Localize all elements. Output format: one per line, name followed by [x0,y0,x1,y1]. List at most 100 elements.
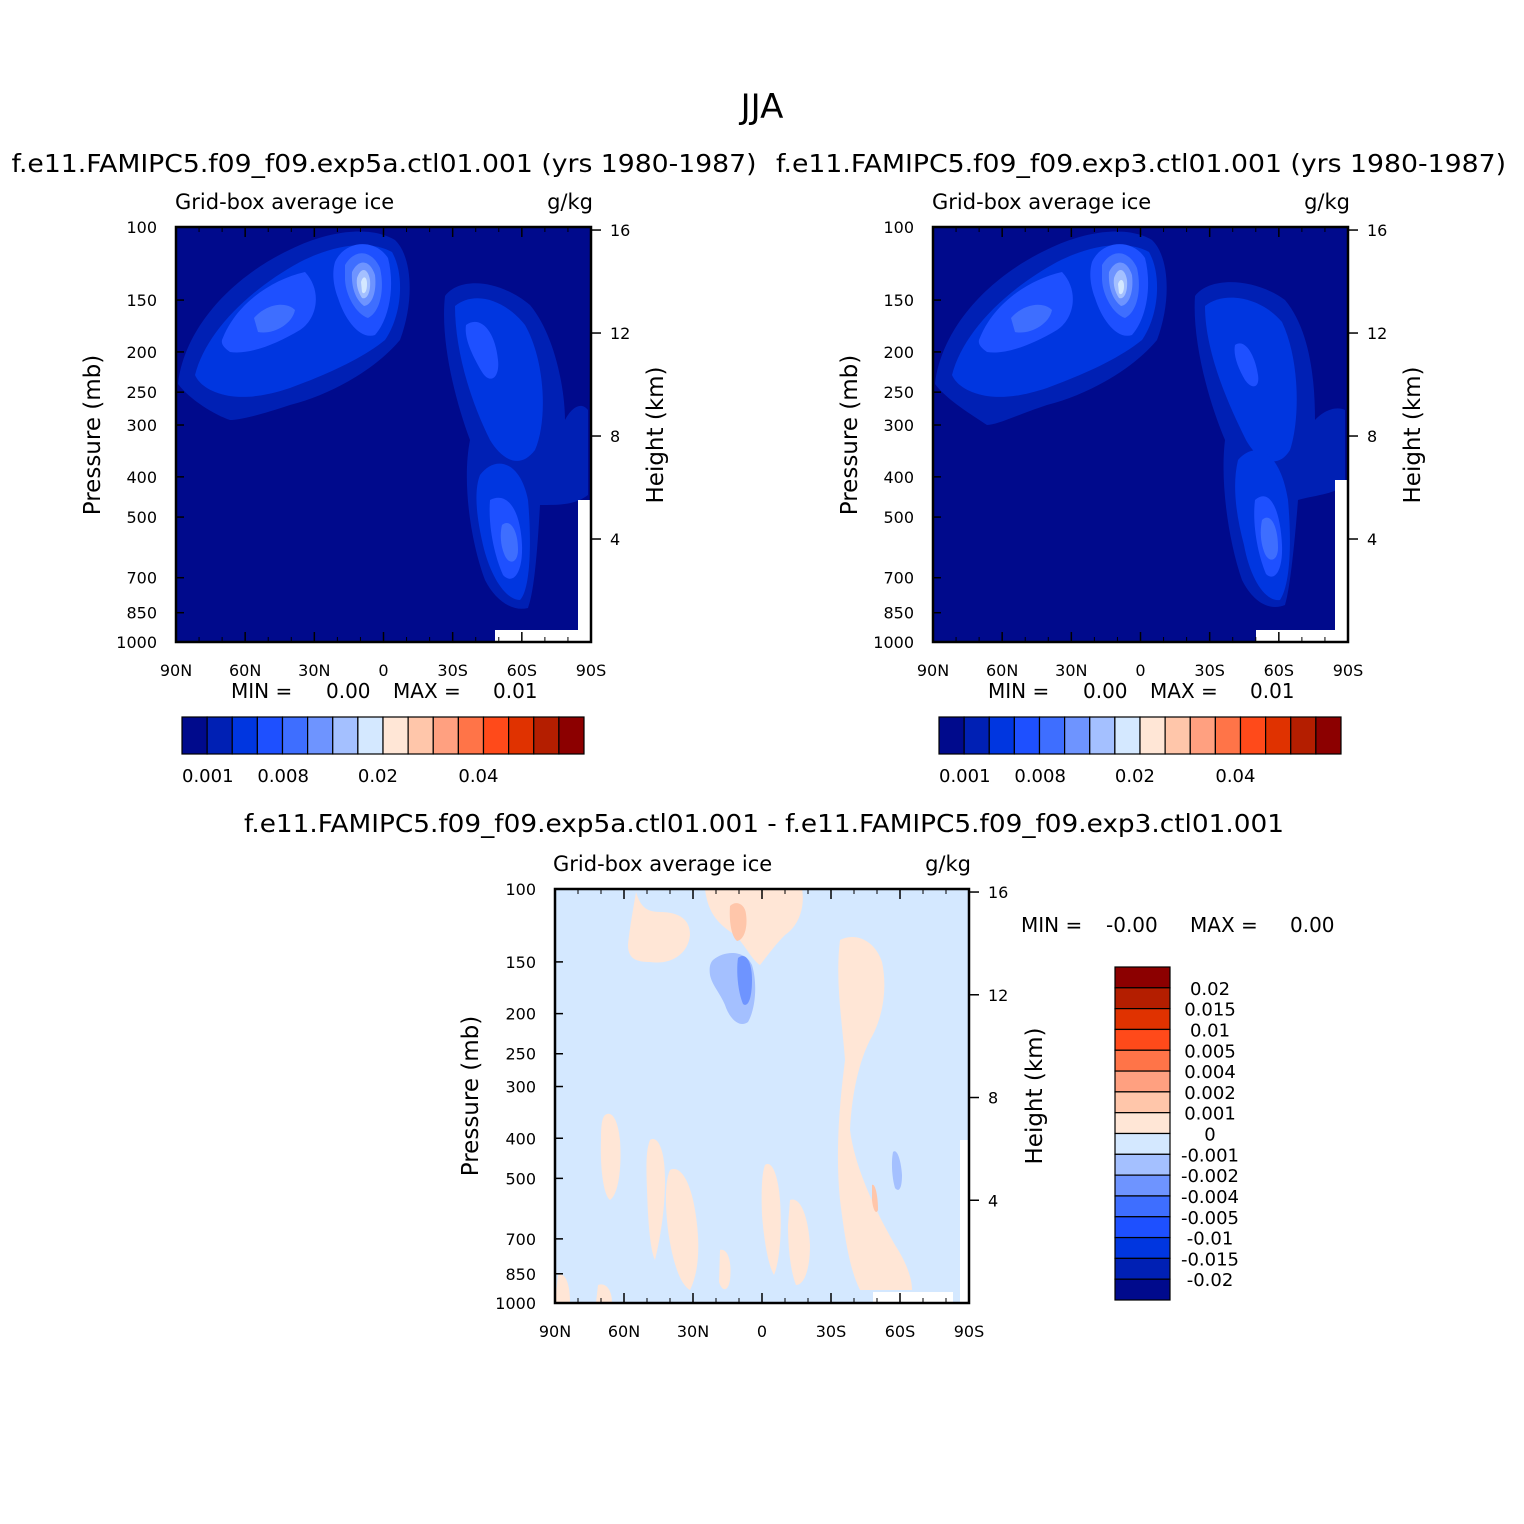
panel-diff-title: f.e11.FAMIPC5.f09_f09.exp5a.ctl01.001 - … [244,809,1284,838]
colorbar-swatch [1114,1257,1171,1280]
y-tick-label: 500 [883,508,914,527]
panel-diff-max-label: MAX = [1190,913,1258,937]
colorbar-label: 0.04 [458,766,498,787]
height-tick-label: 4 [610,530,620,549]
positive-anomaly [555,1274,570,1303]
missing-data-region [1256,630,1346,642]
colorbar-swatch [963,716,990,755]
x-tick-label: 90S [1333,661,1364,680]
panel-diff-subtitle-right: g/kg [925,852,971,876]
colorbar-label: 0.004 [1184,1062,1236,1083]
x-tick-label: 30N [1055,661,1087,680]
height-tick-label: 16 [610,221,630,240]
colorbar-swatch [1290,716,1317,755]
colorbar-label: -0.002 [1181,1166,1239,1187]
contour-level-7 [1118,280,1124,295]
y-tick-label: 850 [883,604,914,623]
colorbar-swatch [558,716,585,755]
y-tick-label: 1000 [116,633,157,652]
panel-exp3-plot [933,227,1348,642]
colorbar-swatch [1114,1236,1171,1259]
missing-data-region [495,630,588,642]
y-tick-label: 150 [126,291,157,310]
colorbar-swatch [357,716,384,755]
height-tick-label: 12 [610,324,630,343]
panel-exp5a-ylabel-right: Height (km) [643,366,669,503]
colorbar-swatch [1164,716,1191,755]
height-tick-label: 8 [988,1089,998,1108]
panel-exp5a-plot [176,227,591,642]
x-tick-label: 90N [160,661,192,680]
colorbar-swatch [1114,1278,1171,1301]
x-tick-label: 60S [1264,661,1295,680]
page-title: JJA [739,87,784,127]
y-tick-label: 250 [883,383,914,402]
colorbar-swatch [533,716,560,755]
y-tick-label: 1000 [495,1294,536,1313]
positive-anomaly [596,1284,612,1303]
colorbar-swatch [181,716,208,755]
panel-exp5a-colorbar: 0.001 0.008 0.02 0.04 [181,716,585,787]
height-tick-label: 4 [1367,530,1377,549]
y-tick-label: 200 [505,1005,536,1024]
panel-exp5a-axes: 100 150 200 250 300 400 500 700 850 1000 16 12 8 4 90N… [116,218,630,680]
colorbar-swatch [1114,1174,1171,1197]
colorbar-label: -0.004 [1181,1187,1239,1208]
panel-exp3-title: f.e11.FAMIPC5.f09_f09.exp3.ctl01.001 (yr… [776,149,1506,178]
colorbar-label: 0.008 [1014,766,1066,787]
y-tick-label: 250 [505,1045,536,1064]
colorbar-swatch [231,716,258,755]
panel-exp3-max-label: MAX = [1150,679,1218,703]
y-tick-label: 500 [126,508,157,527]
positive-anomaly [761,1164,781,1275]
height-tick-label: 12 [988,986,1008,1005]
y-tick-label: 300 [505,1078,536,1097]
contour-level-4 [1260,517,1278,560]
colorbar-swatch [1114,1112,1171,1135]
positive-anomaly-level-2 [872,1184,878,1212]
colorbar-label: 0.02 [1115,766,1155,787]
height-tick-label: 8 [1367,427,1377,446]
x-tick-label: 60S [507,661,538,680]
missing-data-region [578,500,591,642]
y-tick-label: 300 [126,416,157,435]
positive-anomaly [646,1139,665,1260]
y-tick-label: 150 [883,291,914,310]
panel-diff-ylabel-right: Height (km) [1022,1027,1048,1164]
colorbar-swatch [482,716,510,755]
colorbar-swatch [1214,716,1242,755]
colorbar-label: 0.02 [1190,979,1230,1000]
panel-exp5a-subtitle-right: g/kg [547,190,593,214]
missing-data-region [873,1292,953,1303]
height-tick-label: 16 [1367,221,1387,240]
panel-exp3-max-value: 0.01 [1250,679,1295,703]
colorbar-swatch [1139,716,1166,755]
colorbar-swatch [1013,716,1041,755]
panel-exp5a-max-value: 0.01 [493,679,538,703]
x-tick-label: 0 [757,1322,767,1341]
colorbar-label: -0.005 [1181,1208,1239,1229]
colorbar-label: 0.015 [1184,1000,1236,1021]
x-tick-label: 90S [576,661,607,680]
panel-diff-ylabel: Pressure (mb) [458,1016,484,1176]
panel-exp5a-min-label: MIN = [231,679,292,703]
panel-exp3-ylabel-right: Height (km) [1400,366,1426,503]
colorbar-label: 0.002 [1184,1083,1236,1104]
panel-exp5a-max-label: MAX = [393,679,461,703]
colorbar-swatch [1038,716,1066,755]
panel-exp3: f.e11.FAMIPC5.f09_f09.exp3.ctl01.001 (yr… [776,149,1506,787]
height-tick-label: 8 [610,427,620,446]
colorbar-label: 0 [1204,1125,1215,1146]
panel-exp5a-title: f.e11.FAMIPC5.f09_f09.exp5a.ctl01.001 (y… [12,149,757,178]
y-tick-label: 500 [505,1169,536,1188]
y-tick-label: 100 [505,880,536,899]
colorbar-swatch [1114,987,1171,1010]
colorbar-swatch [332,716,359,755]
panel-exp5a: f.e11.FAMIPC5.f09_f09.exp5a.ctl01.001 (y… [12,149,757,787]
height-tick-label: 12 [1367,324,1387,343]
x-tick-label: 0 [1135,661,1145,680]
y-tick-label: 200 [126,343,157,362]
y-tick-label: 850 [505,1265,536,1284]
panel-diff-plot [555,889,969,1303]
